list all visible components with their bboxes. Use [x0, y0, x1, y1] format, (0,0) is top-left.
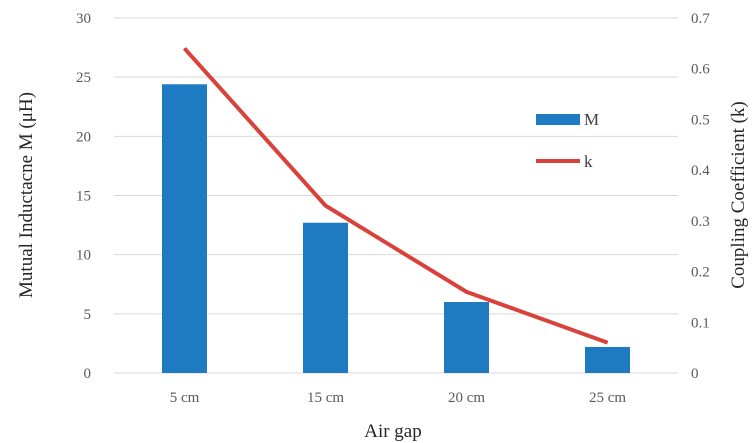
left-tick-label: 0 [84, 366, 92, 382]
x-axis-ticks: 5 cm 15 cm 20 cm 25 cm [170, 390, 627, 406]
line-path [183, 47, 609, 345]
line-point [607, 342, 608, 344]
left-tick-label: 5 [84, 307, 92, 323]
legend-label-M: M [584, 110, 599, 129]
left-axis-ticks: 0 5 10 15 20 25 30 [76, 11, 91, 382]
x-tick-label: 20 cm [448, 390, 485, 406]
x-tick-label: 5 cm [170, 390, 200, 406]
x-tick-label: 15 cm [307, 390, 344, 406]
right-tick-label: 0.7 [691, 11, 710, 27]
right-tick-label: 0.5 [691, 112, 710, 128]
legend-label-k: k [584, 152, 593, 171]
left-tick-label: 30 [76, 11, 91, 27]
right-axis-title: Coupling Coefficient (k) [728, 101, 749, 289]
bar [444, 302, 489, 373]
right-tick-label: 0.6 [691, 62, 710, 78]
line-point [184, 47, 185, 49]
left-tick-label: 25 [76, 70, 91, 86]
bar [585, 346, 630, 373]
right-tick-label: 0.4 [691, 163, 710, 179]
legend: M k [536, 110, 599, 171]
legend-swatch-M [536, 114, 580, 125]
bar-series-M [162, 84, 630, 374]
line-point [466, 291, 467, 293]
bar [303, 222, 348, 373]
right-tick-label: 0.3 [691, 214, 710, 230]
x-tick-label: 25 cm [589, 390, 626, 406]
left-tick-label: 15 [76, 189, 91, 205]
left-axis-title: Mutual Inductacne M (μH) [16, 92, 37, 298]
right-axis-ticks: 0 0.1 0.2 0.3 0.4 0.5 0.6 0.7 [691, 11, 710, 382]
right-tick-label: 0.2 [691, 265, 710, 281]
line-point [325, 205, 326, 207]
line-series-k [183, 47, 609, 345]
bar [162, 84, 207, 374]
right-tick-label: 0 [691, 366, 699, 382]
left-tick-label: 10 [76, 248, 91, 264]
left-tick-label: 20 [76, 129, 91, 145]
x-axis-title: Air gap [364, 421, 422, 442]
right-tick-label: 0.1 [691, 315, 710, 331]
